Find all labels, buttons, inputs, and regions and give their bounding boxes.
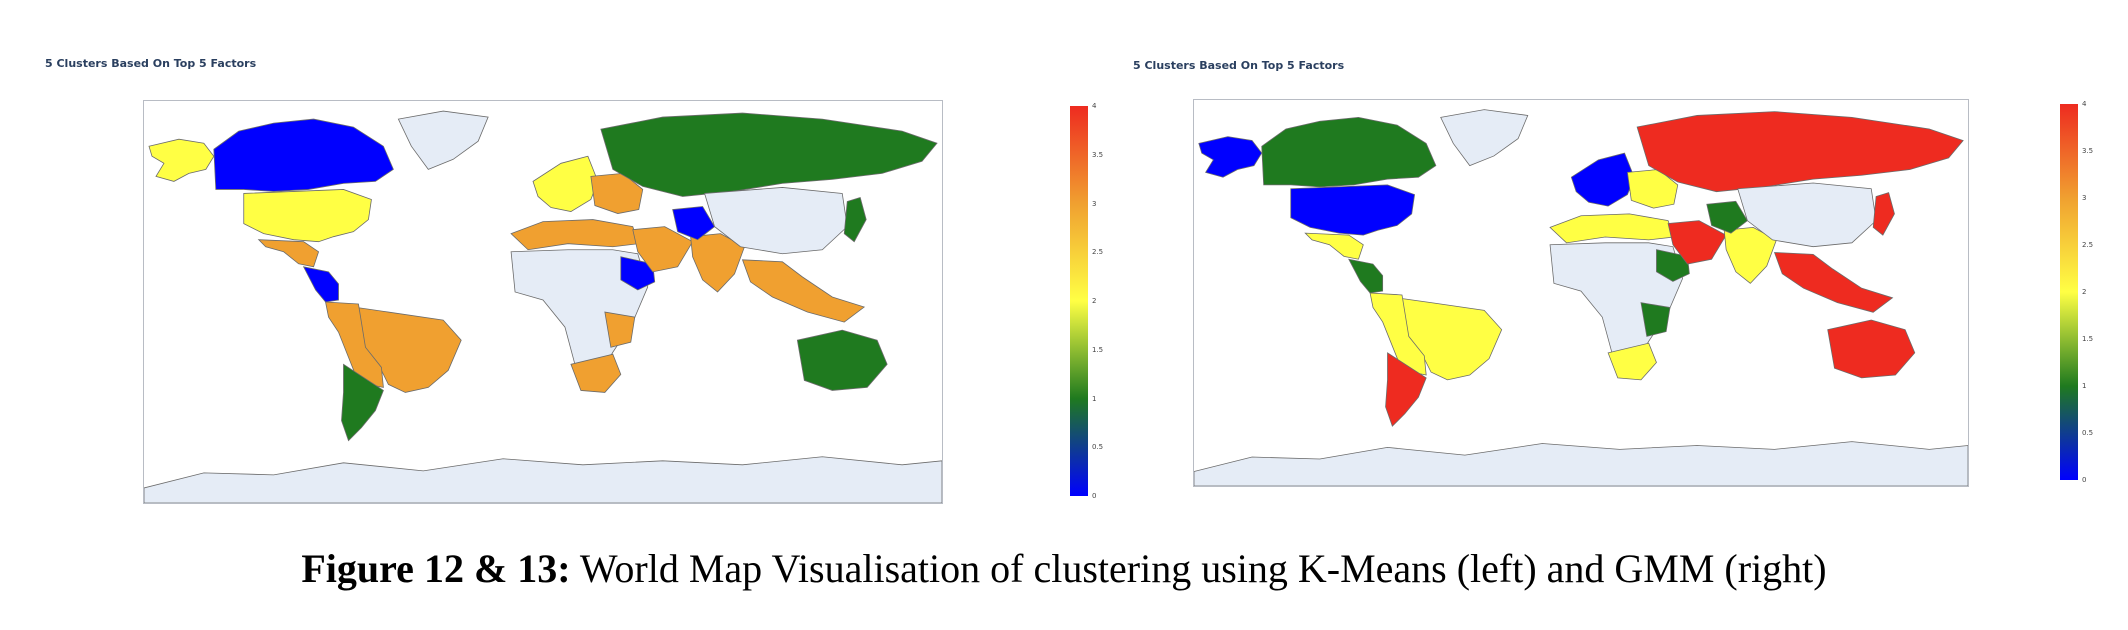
region-japan[interactable]	[843, 196, 867, 243]
region-india[interactable]	[1723, 226, 1777, 284]
colorbar-tick-label: 3	[1092, 199, 1097, 208]
region-greenland[interactable]	[1440, 109, 1529, 167]
colorbar-tick-label: 1	[2082, 382, 2087, 390]
region-alaska[interactable]	[148, 138, 215, 182]
colorbar-tick-label: 3	[2082, 194, 2087, 202]
caption-text: World Map Visualisation of clustering us…	[579, 546, 1827, 591]
region-canada[interactable]	[213, 118, 394, 192]
map-title-right: 5 Clusters Based On Top 5 Factors	[1133, 59, 1345, 72]
region-russia[interactable]	[1636, 111, 1964, 193]
colorbar-tick-label: 0.5	[2082, 429, 2094, 437]
colorbar-tick-label: 1	[1092, 394, 1097, 403]
choropleth-right	[1194, 100, 1968, 486]
region-antarctica[interactable]	[1194, 441, 1968, 486]
region-se-asia[interactable]	[1773, 252, 1894, 313]
colorbar-tick-label: 0.5	[1092, 443, 1104, 452]
colorbar-left: 0 0.5 1 1.5 2 2.5 3 3.5 4	[1070, 102, 1110, 500]
region-australia[interactable]	[796, 329, 888, 391]
map-title-left: 5 Clusters Based On Top 5 Factors	[45, 57, 257, 70]
region-arabia[interactable]	[1667, 220, 1727, 265]
region-western-europe[interactable]	[532, 155, 599, 212]
region-china[interactable]	[704, 187, 848, 255]
region-sahara-africa[interactable]	[1549, 242, 1683, 371]
colorbar-tick-label: 0	[2082, 476, 2087, 484]
colorbar-tick-label: 3.5	[1092, 150, 1104, 159]
region-argentina[interactable]	[1385, 352, 1427, 427]
region-se-asia[interactable]	[741, 259, 866, 323]
colorbar-tick-label: 1.5	[2082, 335, 2094, 343]
region-mexico[interactable]	[257, 239, 320, 268]
region-southern-africa[interactable]	[1607, 342, 1657, 381]
figure-caption: Figure 12 & 13: World Map Visualisation …	[0, 545, 2128, 592]
colorbar-tick-label: 1.5	[1092, 345, 1104, 354]
region-southern-africa[interactable]	[570, 353, 622, 393]
region-east-africa[interactable]	[604, 311, 636, 348]
region-central-america[interactable]	[302, 266, 339, 303]
region-china[interactable]	[1737, 182, 1877, 248]
colorbar-right: 0 0.5 1 1.5 2 2.5 3 3.5 4	[2060, 100, 2100, 484]
colorbar-gradient	[1070, 106, 1088, 496]
colorbar-tick-label: 3.5	[2082, 147, 2094, 155]
region-usa[interactable]	[1290, 184, 1416, 236]
region-argentina[interactable]	[341, 363, 384, 442]
caption-label: Figure 12 & 13:	[301, 546, 571, 591]
colorbar-tick-label: 4	[2082, 100, 2087, 108]
region-pakistan[interactable]	[672, 206, 716, 241]
region-russia[interactable]	[600, 112, 938, 197]
region-antarctica[interactable]	[144, 456, 942, 503]
choropleth-left	[144, 101, 942, 503]
region-central-america[interactable]	[1348, 258, 1384, 294]
region-western-europe[interactable]	[1570, 152, 1635, 207]
region-east-africa[interactable]	[1640, 302, 1671, 337]
region-japan[interactable]	[1872, 192, 1895, 236]
region-greenland[interactable]	[397, 110, 489, 170]
world-map-left[interactable]	[143, 100, 943, 504]
region-australia[interactable]	[1827, 319, 1916, 379]
region-pakistan[interactable]	[1706, 200, 1748, 234]
colorbar-tick-label: 2	[1092, 297, 1097, 305]
region-arabia[interactable]	[632, 226, 694, 273]
region-india[interactable]	[690, 233, 745, 293]
region-alaska[interactable]	[1198, 136, 1263, 178]
colorbar-tick-label: 2	[2082, 288, 2087, 296]
colorbar-tick-label: 4	[1092, 102, 1097, 110]
region-sahara-africa[interactable]	[510, 249, 649, 384]
region-canada[interactable]	[1261, 116, 1437, 188]
colorbar-gradient	[2060, 104, 2078, 480]
region-usa[interactable]	[243, 189, 372, 243]
colorbar-tick-label: 2.5	[2082, 241, 2094, 249]
colorbar-tick-label: 2.5	[1092, 248, 1104, 257]
world-map-right[interactable]	[1193, 99, 1969, 487]
region-mexico[interactable]	[1304, 232, 1364, 260]
colorbar-tick-label: 0	[1092, 492, 1097, 500]
